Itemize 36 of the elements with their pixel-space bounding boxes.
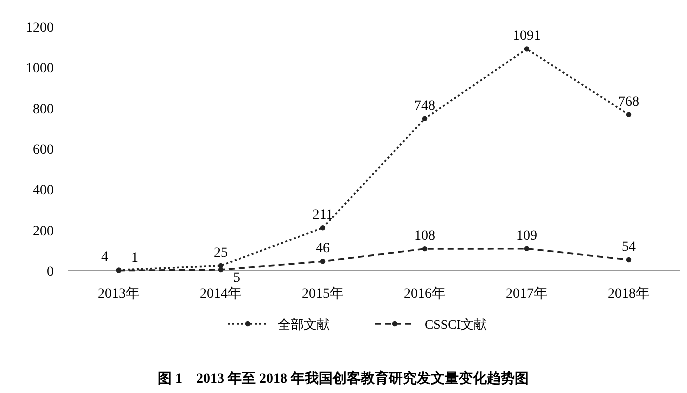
- point: [524, 46, 530, 52]
- data-label: 54: [622, 240, 636, 256]
- point: [320, 225, 326, 231]
- data-label: 25: [214, 246, 228, 261]
- y-tick-label: 400: [33, 184, 54, 199]
- data-label: 748: [414, 98, 436, 114]
- y-tick-label: 1000: [26, 62, 54, 77]
- data-label: 1: [132, 250, 138, 266]
- point: [422, 246, 428, 252]
- data-label: 46: [316, 242, 330, 257]
- y-tick-label: 1200: [26, 21, 54, 36]
- caption: 图 1 2013 年至 2018 年我国创客教育研究发文量变化趋势图: [158, 370, 529, 387]
- y-tick-label: 600: [33, 143, 54, 158]
- data-label: 108: [414, 229, 436, 244]
- point: [626, 112, 632, 118]
- point: [524, 246, 530, 252]
- data-label: 211: [312, 208, 334, 224]
- y-tick-label: 200: [33, 224, 54, 240]
- y-tick-label: 800: [33, 102, 54, 118]
- data-label: 768: [618, 94, 640, 110]
- x-tick-label: 2014年: [200, 286, 242, 302]
- point: [422, 116, 428, 122]
- data-label: 4: [102, 250, 108, 266]
- legend-label: 全部文献: [278, 317, 330, 332]
- x-tick-label: 2013年: [98, 286, 140, 302]
- x-tick-label: 2017年: [506, 286, 548, 302]
- data-label: 109: [516, 228, 538, 244]
- y-tick-label: 0: [47, 265, 54, 280]
- point: [626, 257, 632, 263]
- data-label: 5: [234, 270, 240, 286]
- x-tick-label: 2018年: [608, 286, 650, 302]
- x-tick-label: 2015年: [302, 286, 344, 302]
- x-tick-label: 2016年: [404, 286, 446, 302]
- legend-label: CSSCI文献: [425, 317, 488, 332]
- data-label: 1091: [513, 29, 541, 44]
- point: [320, 259, 326, 264]
